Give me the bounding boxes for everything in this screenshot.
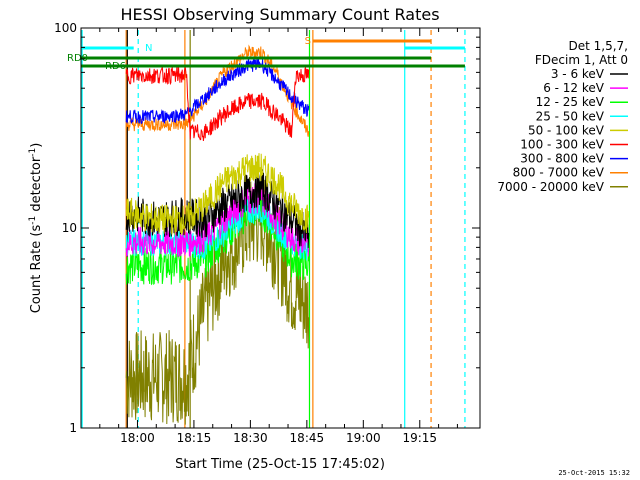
y-tick-label-1: 10 <box>62 221 77 235</box>
rd6-label: RD6 <box>105 61 126 72</box>
series-line-25-50-kev <box>125 196 310 261</box>
y-axis-label-sup1: -1 <box>28 216 38 225</box>
x-tick-label-4: 19:00 <box>346 431 381 445</box>
y-tick-label-0: 1 <box>69 421 77 435</box>
series-line-800-7000-kev <box>125 44 310 137</box>
rd0-label: RD0 <box>67 53 88 64</box>
series-line-7000-20000-kev <box>125 179 310 425</box>
y-axis-label-end: ) <box>29 143 44 148</box>
y-axis-label-sup2: -1 <box>28 148 38 157</box>
legend-label-2: 12 - 25 keV <box>536 95 605 109</box>
legend-label-0: 3 - 6 keV <box>551 67 605 81</box>
plot-layer: RD0 RD6 N S <box>67 30 466 428</box>
y-axis-label-main: Count Rate (s <box>29 225 44 314</box>
series-line-50-100-kev <box>125 153 310 236</box>
x-tick-label-2: 18:30 <box>233 431 268 445</box>
legend-label-8: 7000 - 20000 keV <box>497 180 604 194</box>
x-tick-label-0: 18:00 <box>120 431 155 445</box>
series-line-100-300-kev <box>125 65 310 142</box>
series-line-6-12-kev <box>125 183 310 258</box>
y-axis-label: Count Rate (s-1 detector-1) <box>28 143 44 314</box>
legend-header-2: FDecim 1, Att 0 <box>535 53 628 67</box>
legend-label-4: 50 - 100 keV <box>528 123 605 137</box>
legend-label-1: 6 - 12 keV <box>543 81 605 95</box>
footer-timestamp: 25-Oct-2015 15:32 <box>558 469 630 477</box>
legend-label-6: 300 - 800 keV <box>520 152 604 166</box>
x-tick-label-3: 18:45 <box>290 431 325 445</box>
legend-label-3: 25 - 50 keV <box>536 109 605 123</box>
ticks-layer: 18:00 18:15 18:30 18:45 19:00 19:15 1 10 100 <box>54 21 480 445</box>
legend-header-1: Det 1,5,7, <box>569 39 629 53</box>
legend-label-5: 100 - 300 keV <box>520 138 604 152</box>
legend-label-7: 800 - 7000 keV <box>513 166 605 180</box>
y-axis-label-mid: detector <box>29 156 44 216</box>
n-label: N <box>145 43 152 54</box>
s-label: S <box>305 36 311 47</box>
x-tick-label-1: 18:15 <box>177 431 212 445</box>
chart-title: HESSI Observing Summary Count Rates <box>120 5 439 24</box>
x-axis-label: Start Time (25-Oct-15 17:45:02) <box>175 457 385 472</box>
x-tick-label-5: 19:15 <box>402 431 437 445</box>
y-tick-label-2: 100 <box>54 21 77 35</box>
series-line-300-800-kev <box>125 57 310 125</box>
